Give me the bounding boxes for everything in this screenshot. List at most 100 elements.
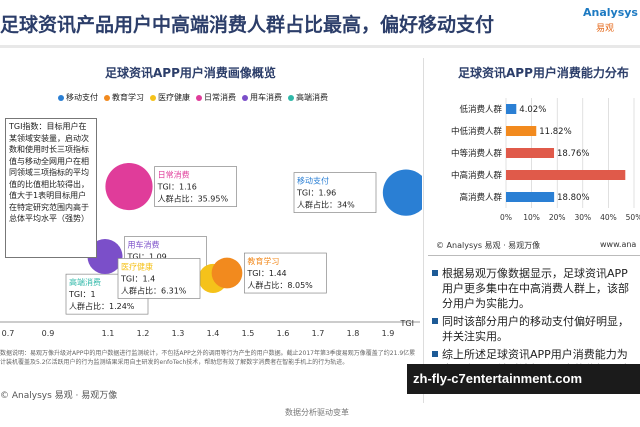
legend-swatch	[58, 94, 64, 101]
tgi-explanation: TGI指数：目标用户在某领域安装量，启动次数和使用时长三项指标值与移动全网用户在…	[5, 118, 97, 258]
category-label: 低消费人群	[459, 104, 502, 115]
right-divider	[428, 255, 640, 256]
bubble-point	[382, 169, 422, 216]
legend-item: 用车消费	[242, 92, 282, 103]
site-watermark: zh-fly-c7entertainment.com	[407, 364, 640, 394]
brand-logo: Analysys	[583, 6, 638, 19]
category-label: 中等消费人群	[451, 148, 503, 159]
x-tick-label: 1.2	[137, 329, 150, 338]
x-tick-label: 30%	[574, 213, 591, 222]
legend-item: 教育学习	[104, 92, 144, 103]
bubble-label-box	[293, 172, 377, 213]
x-tick-label: 1.7	[312, 329, 325, 338]
bar	[506, 170, 626, 180]
bubble-share-label: 人群占比：6.31%	[121, 285, 187, 295]
bubble-series-name: 用车消费	[128, 240, 160, 250]
bubble-tgi-label: TGI：1.44	[246, 269, 286, 278]
brand-logo-sub: 易观	[596, 24, 615, 34]
bubble-share-label: 人群占比：1.24%	[69, 301, 135, 311]
bubble-label-box	[244, 252, 327, 294]
legend-label: 教育学习	[112, 93, 144, 102]
legend-swatch	[196, 94, 202, 101]
legend-swatch	[288, 94, 294, 101]
bubble-series-name: 日常消费	[158, 170, 190, 180]
x-tick-label: 50%	[626, 213, 640, 222]
x-tick-label: 0.7	[2, 329, 15, 338]
bullet-text: 根据易观万像数据显示，足球资讯APP用户更多集中在中高消费人群上，该部分用户为实…	[442, 267, 629, 310]
bar-chart-title: 足球资讯APP用户消费能力分布	[458, 66, 629, 80]
chart-credit: © Analysys 易观 · 易观万像	[436, 241, 541, 250]
header-bar: 足球资讯产品用户中高端消费人群占比最高，偏好移动支付 Analysys 易观	[0, 0, 640, 48]
bubble-legend: 移动支付 教育学习 医疗健康 日常消费 用车消费 高端消费	[58, 92, 328, 103]
bubble-share-label: 人群占比：35.95%	[158, 194, 229, 204]
bubble-series-name: 医疗健康	[121, 261, 153, 271]
bubble-label-box	[154, 166, 237, 207]
legend-label: 日常消费	[204, 93, 236, 102]
x-tick-label: 0.9	[42, 329, 55, 338]
page-title: 足球资讯产品用户中高端消费人群占比最高，偏好移动支付	[0, 14, 495, 36]
bubble-tgi-label: TGI：1.16	[157, 183, 197, 192]
chart-credit-url: www.ana	[600, 240, 637, 249]
bubble-share-label: 人群占比：34%	[297, 200, 355, 210]
x-tick-label: 20%	[549, 213, 566, 222]
x-tick-label: 0%	[500, 213, 512, 222]
bubble-label-box	[117, 258, 201, 299]
x-tick-label: 10%	[523, 213, 540, 222]
bar-chart: 0% 10% 20% 30% 40% 50% 低消费人群 4.02% 中低消费人群 11.82% 中…	[451, 98, 640, 222]
bullet-text: 同时该部分用户的移动支付偏好明显，并关注实用。	[442, 315, 629, 343]
x-tick-label: 1.6	[277, 329, 290, 338]
footer-brand: © Analysys 易观 · 易观万像	[0, 391, 118, 401]
bar-value-label: 4.02%	[519, 105, 546, 115]
bar-value-label: 18.80%	[557, 193, 589, 203]
x-tick-label: 1.4	[207, 329, 220, 338]
bar	[506, 192, 555, 202]
legend-label: 医疗健康	[158, 93, 190, 102]
bar-value-label: 11.82%	[539, 127, 571, 137]
category-label: 中低消费人群	[451, 126, 503, 137]
bubble-label: 移动支付 TGI：1.96 人群占比：34%	[293, 172, 377, 213]
category-label: 中高消费人群	[451, 170, 503, 181]
bubble-tgi-label: TGI：1.09	[127, 253, 167, 262]
x-tick-label: 1.5	[242, 329, 255, 338]
bullet-square-icon	[432, 270, 438, 276]
bubble-chart-title: 足球资讯APP用户消费画像概览	[105, 66, 276, 80]
bubble-share-label: 人群占比：8.05%	[247, 280, 313, 290]
legend-swatch	[104, 94, 110, 101]
bubble-chart: 0.7 0.9 1.1 1.2 1.3 1.4 1.5 1.6 1.7 1.8 1.9 TGI 高端消费…	[0, 162, 422, 338]
bubble-tgi-label: TGI：1	[68, 290, 96, 299]
bubble-series-name: 移动支付	[297, 176, 329, 186]
x-tick-label: 1.8	[347, 329, 360, 338]
bar-value-label: 18.76%	[557, 149, 589, 159]
bubble-label: 医疗健康 TGI：1.4 人群占比：6.31%	[117, 258, 201, 299]
panel-divider	[423, 58, 424, 403]
bar	[506, 104, 517, 114]
bubble-tgi-label: TGI：1.96	[296, 189, 336, 198]
bubble-tgi-label: TGI：1.4	[120, 274, 155, 283]
legend-swatch	[242, 94, 248, 101]
x-axis-label: TGI	[400, 319, 414, 328]
insight-bullet: 同时该部分用户的移动支付偏好明显，并关注实用。	[432, 314, 640, 344]
insight-bullet: 根据易观万像数据显示，足球资讯APP用户更多集中在中高消费人群上，该部分用户为实…	[432, 266, 640, 311]
legend-label: 高端消费	[296, 93, 328, 102]
bar	[506, 126, 537, 136]
legend-item: 日常消费	[196, 92, 236, 103]
bullet-square-icon	[432, 318, 438, 324]
footer-slogan: 数据分析驱动变革	[285, 408, 349, 417]
category-label: 高消费人群	[459, 192, 502, 203]
bubble-series-name: 教育学习	[247, 256, 279, 266]
bubble-point	[211, 257, 243, 289]
legend-item: 医疗健康	[150, 92, 190, 103]
legend-swatch	[150, 94, 156, 101]
legend-label: 移动支付	[66, 93, 98, 102]
bar	[506, 148, 555, 158]
x-tick-label: 40%	[600, 213, 617, 222]
legend-item: 高端消费	[288, 92, 328, 103]
bubble-series-name: 高端消费	[69, 277, 101, 287]
bullet-square-icon	[432, 351, 438, 357]
x-tick-label: 1.9	[382, 329, 395, 338]
x-tick-label: 1.3	[172, 329, 185, 338]
legend-label: 用车消费	[250, 93, 282, 102]
data-footnote: 数据说明：易观万像升级对APP中的用户数据进行监测统计，不包括APP之外的调用等…	[0, 350, 416, 366]
bubble-point	[105, 162, 153, 211]
legend-item: 移动支付	[58, 92, 98, 103]
